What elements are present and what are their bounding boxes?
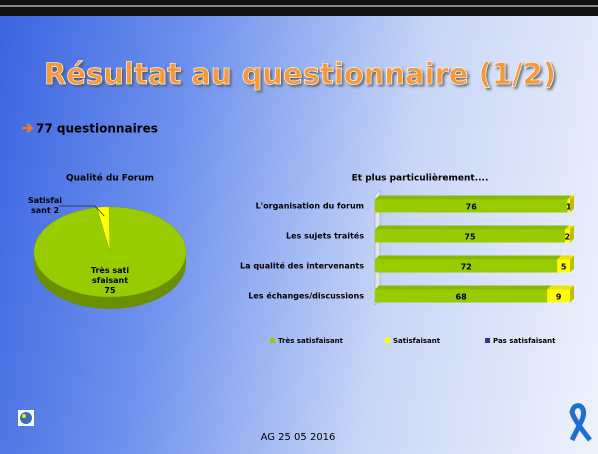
bar-face bbox=[375, 259, 558, 273]
y-tick-label: Les échanges/discussions bbox=[248, 291, 364, 301]
ribbon-icon bbox=[569, 403, 592, 442]
bar-face bbox=[375, 199, 568, 213]
legend-swatch bbox=[385, 338, 390, 343]
pie-title: Qualité du Forum bbox=[66, 173, 154, 184]
bar-face bbox=[564, 229, 570, 243]
logo-icon bbox=[18, 410, 34, 426]
value-label: 76 bbox=[466, 203, 478, 212]
bar-top bbox=[375, 255, 562, 260]
legend-swatch bbox=[270, 338, 275, 343]
footer: AG 25 05 2016 bbox=[261, 432, 336, 443]
pie-label: Très satisfaisant 75 bbox=[90, 266, 130, 296]
y-tick-label: Les sujets traités bbox=[286, 231, 364, 241]
arrow-icon bbox=[22, 123, 34, 133]
y-tick-label: La qualité des intervenants bbox=[240, 261, 364, 271]
value-label: 68 bbox=[456, 293, 468, 302]
bar-end bbox=[570, 225, 574, 243]
bar-end bbox=[570, 195, 574, 213]
pie-label-value: 75 bbox=[104, 286, 116, 295]
bar-top bbox=[567, 195, 574, 200]
bar bbox=[567, 195, 574, 213]
pie-label-value: 2 bbox=[53, 206, 60, 215]
bar-top bbox=[375, 285, 552, 290]
legend-label: Très satisfaisant bbox=[278, 337, 344, 345]
bar bbox=[557, 255, 574, 273]
value-label: 72 bbox=[461, 263, 472, 272]
value-label: 75 bbox=[464, 233, 476, 242]
bar-top bbox=[375, 195, 572, 200]
legend-swatch bbox=[485, 338, 490, 343]
pie-label-box: Très satisfaisant 75 bbox=[90, 266, 130, 296]
pie-label-category: Satisfaisant bbox=[27, 196, 63, 215]
bar-face bbox=[375, 289, 548, 303]
top-band bbox=[0, 0, 598, 16]
bar-top bbox=[547, 285, 574, 290]
pie-label: Satisfaisant 2 bbox=[27, 196, 63, 216]
bar-top bbox=[375, 225, 569, 230]
bar-face bbox=[557, 259, 570, 273]
bar-top bbox=[564, 225, 574, 230]
bar-end bbox=[570, 255, 574, 273]
value-label: 9 bbox=[556, 293, 562, 302]
bar bbox=[564, 225, 574, 243]
pie-slice bbox=[33, 206, 187, 298]
slide-title: Résultat au questionnaire (1/2) bbox=[44, 57, 556, 91]
bar bbox=[375, 285, 552, 303]
leader-line bbox=[59, 205, 105, 217]
value-label: 1 bbox=[566, 203, 572, 212]
bar bbox=[375, 255, 562, 273]
bar-face bbox=[547, 289, 570, 303]
bar-title: Et plus particulièrement.... bbox=[352, 173, 489, 184]
y-tick-label: L'organisation du forum bbox=[256, 202, 364, 211]
bar-face bbox=[375, 229, 565, 243]
bar-face bbox=[567, 199, 570, 213]
pie-side bbox=[34, 252, 186, 309]
bar bbox=[547, 285, 574, 303]
subtitle: 77 questionnaires bbox=[36, 122, 158, 136]
legend-label: Pas satisfaisant bbox=[493, 337, 556, 345]
pie-label-box: Satisfaisant 2 bbox=[27, 196, 63, 216]
legend-label: Satisfaisant bbox=[393, 337, 441, 345]
bar-end bbox=[570, 285, 574, 303]
bar-top bbox=[557, 255, 574, 260]
bar bbox=[375, 195, 572, 213]
value-label: 2 bbox=[565, 233, 571, 242]
pie-label-category: Très satisfaisant bbox=[90, 266, 130, 285]
bar bbox=[375, 225, 569, 243]
value-label: 5 bbox=[561, 263, 567, 272]
